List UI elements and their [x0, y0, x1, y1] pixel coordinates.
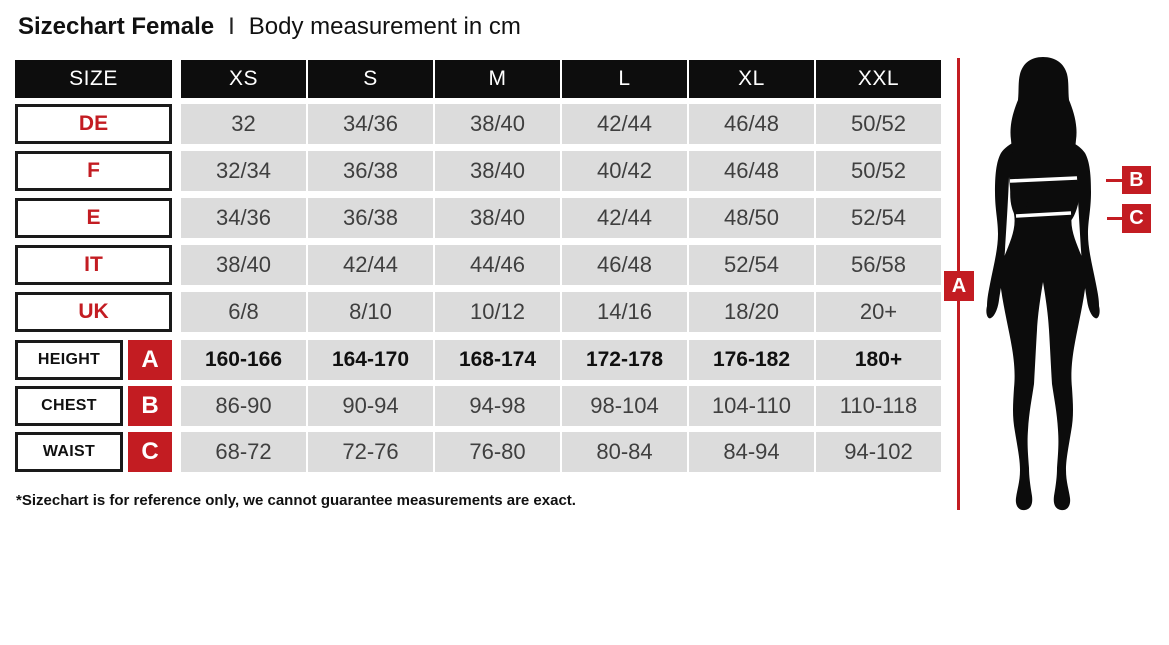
cell-f-l: 40/42	[562, 151, 687, 191]
cell-height-s: 164-170	[308, 340, 433, 380]
row-label-f: F	[15, 151, 172, 191]
row-label-it: IT	[15, 245, 172, 285]
column-header-xxl: XXL	[816, 60, 941, 98]
cell-uk-xs: 6/8	[181, 292, 306, 332]
waist-line	[1015, 211, 1072, 218]
cell-e-xl: 48/50	[689, 198, 814, 238]
cell-de-xs: 32	[181, 104, 306, 144]
figure-marker-c-badge: C	[1122, 204, 1151, 233]
title-separator: I	[228, 13, 235, 40]
cell-uk-m: 10/12	[435, 292, 560, 332]
cell-chest-xl: 104-110	[689, 386, 814, 426]
cell-uk-s: 8/10	[308, 292, 433, 332]
cell-uk-xxl: 20+	[816, 292, 941, 332]
table-row-waist: WAIST C 68-72 72-76 76-80 80-84 84-94 94…	[15, 432, 943, 472]
cell-chest-xxl: 110-118	[816, 386, 941, 426]
row-label-waist: WAIST	[15, 432, 123, 472]
table-row-e: E 34/36 36/38 38/40 42/44 48/50 52/54	[15, 198, 943, 238]
cell-it-m: 44/46	[435, 245, 560, 285]
column-header-l: L	[562, 60, 687, 98]
cell-f-xs: 32/34	[181, 151, 306, 191]
cell-waist-xs: 68-72	[181, 432, 306, 472]
cell-waist-l: 80-84	[562, 432, 687, 472]
cell-height-l: 172-178	[562, 340, 687, 380]
row-label-de: DE	[15, 104, 172, 144]
cell-it-xl: 52/54	[689, 245, 814, 285]
table-row-f: F 32/34 36/38 38/40 40/42 46/48 50/52	[15, 151, 943, 191]
cell-e-m: 38/40	[435, 198, 560, 238]
cell-f-s: 36/38	[308, 151, 433, 191]
cell-e-xxl: 52/54	[816, 198, 941, 238]
table-row-de: DE 32 34/36 38/40 42/44 46/48 50/52	[15, 104, 943, 144]
waist-pointer-line	[1107, 217, 1123, 220]
column-header-xs: XS	[181, 60, 306, 98]
column-header-xl: XL	[689, 60, 814, 98]
cell-chest-xs: 86-90	[181, 386, 306, 426]
table-row-uk: UK 6/8 8/10 10/12 14/16 18/20 20+	[15, 292, 943, 332]
cell-de-xl: 46/48	[689, 104, 814, 144]
figure-marker-b-badge: B	[1122, 166, 1151, 194]
page-title: Sizechart Female I Body measurement in c…	[18, 13, 521, 41]
footnote: *Sizechart is for reference only, we can…	[16, 492, 576, 509]
cell-f-xl: 46/48	[689, 151, 814, 191]
title-main: Sizechart Female	[18, 13, 215, 40]
cell-de-s: 34/36	[308, 104, 433, 144]
cell-height-xs: 160-166	[181, 340, 306, 380]
female-silhouette-icon	[986, 57, 1100, 511]
cell-it-xs: 38/40	[181, 245, 306, 285]
cell-height-xxl: 180+	[816, 340, 941, 380]
cell-de-l: 42/44	[562, 104, 687, 144]
row-label-chest: CHEST	[15, 386, 123, 426]
cell-e-s: 36/38	[308, 198, 433, 238]
column-header-size: SIZE	[15, 60, 172, 98]
cell-height-xl: 176-182	[689, 340, 814, 380]
row-label-height: HEIGHT	[15, 340, 123, 380]
size-table: SIZE XS S M L XL XXL DE 32 34/36 38/40 4…	[15, 60, 943, 478]
waist-label-group: WAIST C	[15, 432, 172, 472]
cell-de-xxl: 50/52	[816, 104, 941, 144]
cell-height-m: 168-174	[435, 340, 560, 380]
cell-waist-xxl: 94-102	[816, 432, 941, 472]
cell-waist-m: 76-80	[435, 432, 560, 472]
row-label-uk: UK	[15, 292, 172, 332]
cell-chest-s: 90-94	[308, 386, 433, 426]
cell-it-l: 46/48	[562, 245, 687, 285]
cell-de-m: 38/40	[435, 104, 560, 144]
cell-uk-l: 14/16	[562, 292, 687, 332]
chest-label-group: CHEST B	[15, 386, 172, 426]
cell-e-xs: 34/36	[181, 198, 306, 238]
cell-chest-l: 98-104	[562, 386, 687, 426]
cell-f-m: 38/40	[435, 151, 560, 191]
title-subtitle: Body measurement in cm	[248, 13, 521, 40]
table-row-height: HEIGHT A 160-166 164-170 168-174 172-178…	[15, 340, 943, 380]
cell-waist-s: 72-76	[308, 432, 433, 472]
row-label-e: E	[15, 198, 172, 238]
table-header-row: SIZE XS S M L XL XXL	[15, 60, 943, 98]
height-label-group: HEIGHT A	[15, 340, 172, 380]
marker-c-badge: C	[128, 432, 172, 472]
table-row-chest: CHEST B 86-90 90-94 94-98 98-104 104-110…	[15, 386, 943, 426]
figure-marker-a-badge: A	[944, 271, 974, 301]
cell-waist-xl: 84-94	[689, 432, 814, 472]
column-header-m: M	[435, 60, 560, 98]
cell-e-l: 42/44	[562, 198, 687, 238]
cell-uk-xl: 18/20	[689, 292, 814, 332]
chest-line	[1009, 176, 1078, 183]
cell-it-s: 42/44	[308, 245, 433, 285]
cell-f-xxl: 50/52	[816, 151, 941, 191]
column-header-s: S	[308, 60, 433, 98]
cell-it-xxl: 56/58	[816, 245, 941, 285]
cell-chest-m: 94-98	[435, 386, 560, 426]
table-row-it: IT 38/40 42/44 44/46 46/48 52/54 56/58	[15, 245, 943, 285]
marker-a-badge: A	[128, 340, 172, 380]
chest-pointer-line	[1106, 179, 1122, 182]
marker-b-badge: B	[128, 386, 172, 426]
